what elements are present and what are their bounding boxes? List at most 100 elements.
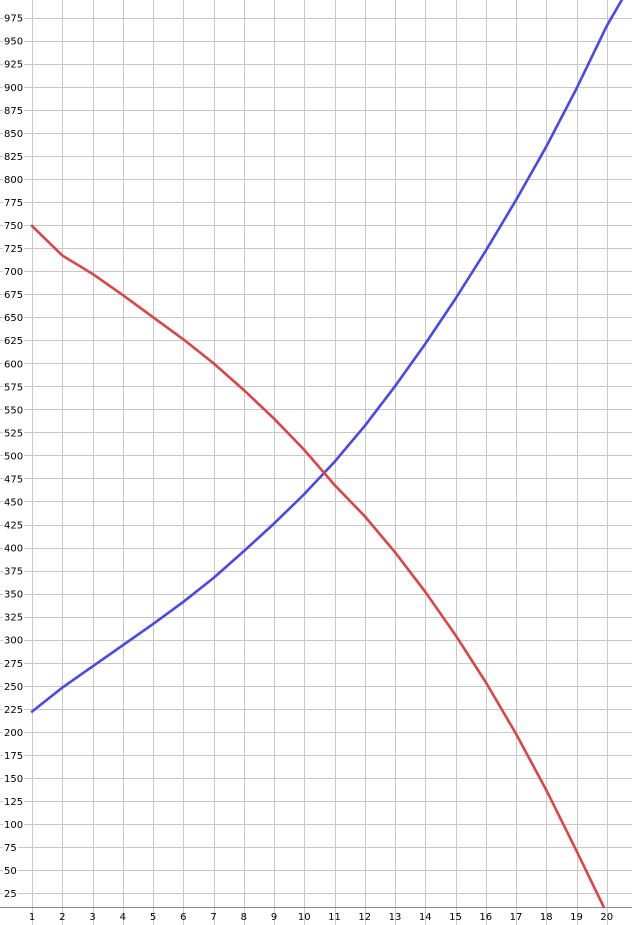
y-tick-label: 800: [4, 175, 23, 186]
x-tick-label: 9: [271, 912, 277, 923]
y-tick-label: 775: [4, 198, 23, 209]
y-tick-label: 275: [4, 659, 23, 670]
y-tick-label: 200: [4, 728, 23, 739]
y-tick-label-bg: [3, 57, 25, 69]
y-tick-label-bg: [3, 610, 25, 622]
y-tick-label: 750: [4, 221, 23, 232]
y-tick-label: 175: [4, 751, 23, 762]
y-tick-label: 925: [4, 60, 23, 71]
y-tick-label: 975: [4, 14, 23, 25]
x-tick-label: 5: [150, 912, 156, 923]
y-tick-label: 100: [4, 820, 23, 831]
tick-labels: 2550751001251501752002252502753003253503…: [3, 11, 613, 923]
x-tick-label: 13: [389, 912, 402, 923]
y-tick-label: 550: [4, 405, 23, 416]
x-tick-label: 16: [479, 912, 492, 923]
x-tick-label: 19: [570, 912, 583, 923]
y-tick-label-bg: [3, 334, 25, 346]
y-tick-label: 675: [4, 290, 23, 301]
y-tick-label-bg: [3, 495, 25, 507]
y-tick-label-bg: [3, 380, 25, 392]
y-tick-label: 850: [4, 129, 23, 140]
y-tick-label: 575: [4, 382, 23, 393]
y-tick-label: 50: [4, 866, 17, 877]
y-tick-label: 25: [4, 889, 17, 900]
y-tick-label-bg: [3, 34, 25, 46]
y-tick-label: 225: [4, 705, 23, 716]
series-line-2: [30, 224, 606, 909]
y-tick-label-bg: [3, 172, 25, 184]
y-tick-label-bg: [3, 288, 25, 300]
y-tick-label-bg: [3, 311, 25, 323]
y-tick-label-bg: [3, 564, 25, 576]
y-tick-label: 450: [4, 497, 23, 508]
x-tick-label: 10: [298, 912, 311, 923]
y-tick-label: 650: [4, 313, 23, 324]
y-tick-label-bg: [3, 795, 25, 807]
y-tick-label-bg: [3, 518, 25, 530]
x-tick-label: 20: [600, 912, 613, 923]
y-tick-label: 125: [4, 797, 23, 808]
y-tick-label-bg: [3, 426, 25, 438]
x-tick-label: 1: [29, 912, 35, 923]
y-tick-label-bg: [3, 149, 25, 161]
y-tick-label-bg: [3, 748, 25, 760]
y-tick-label-bg: [3, 219, 25, 231]
y-tick-label-bg: [3, 864, 18, 876]
x-tick-label: 4: [120, 912, 126, 923]
y-tick-label: 375: [4, 567, 23, 578]
y-tick-label-bg: [3, 633, 25, 645]
y-tick-label-bg: [3, 679, 25, 691]
y-tick-label-bg: [3, 449, 25, 461]
y-tick-label: 400: [4, 544, 23, 555]
y-tick-label: 475: [4, 474, 23, 485]
y-tick-label: 300: [4, 636, 23, 647]
y-tick-label-bg: [3, 587, 25, 599]
y-tick-label: 950: [4, 37, 23, 48]
y-tick-label-bg: [3, 472, 25, 484]
y-tick-label-bg: [3, 11, 25, 23]
y-tick-label: 425: [4, 521, 23, 532]
x-tick-label: 8: [241, 912, 247, 923]
x-tick-label: 18: [540, 912, 553, 923]
y-tick-label: 75: [4, 843, 17, 854]
y-tick-label: 625: [4, 336, 23, 347]
y-tick-label-bg: [3, 725, 25, 737]
y-tick-label: 600: [4, 359, 23, 370]
series-lines: [30, 0, 624, 909]
x-tick-label: 2: [59, 912, 65, 923]
y-tick-label-bg: [3, 818, 25, 830]
y-tick-label: 500: [4, 451, 23, 462]
series-line-1: [30, 0, 624, 713]
y-tick-label-bg: [3, 702, 25, 714]
y-tick-label: 825: [4, 152, 23, 163]
y-tick-label: 875: [4, 106, 23, 117]
y-tick-label: 725: [4, 244, 23, 255]
y-tick-label-bg: [3, 103, 25, 115]
x-tick-label: 14: [419, 912, 432, 923]
x-tick-label: 11: [328, 912, 341, 923]
y-tick-label-bg: [3, 771, 25, 783]
y-tick-label: 150: [4, 774, 23, 785]
y-tick-label-bg: [3, 80, 25, 92]
y-tick-label: 525: [4, 428, 23, 439]
x-tick-label: 15: [449, 912, 462, 923]
y-tick-label: 350: [4, 590, 23, 601]
y-tick-label: 900: [4, 83, 23, 94]
y-tick-label-bg: [3, 887, 18, 899]
y-tick-label-bg: [3, 195, 25, 207]
x-tick-label: 3: [89, 912, 95, 923]
y-tick-label-bg: [3, 841, 18, 853]
y-tick-label-bg: [3, 126, 25, 138]
y-tick-label-bg: [3, 242, 25, 254]
y-tick-label: 700: [4, 267, 23, 278]
y-tick-label-bg: [3, 403, 25, 415]
x-tick-label: 12: [358, 912, 371, 923]
y-tick-label: 250: [4, 682, 23, 693]
y-tick-label: 325: [4, 613, 23, 624]
x-tick-label: 7: [210, 912, 216, 923]
y-tick-label-bg: [3, 656, 25, 668]
x-tick-label: 17: [510, 912, 523, 923]
x-tick-label: 6: [180, 912, 186, 923]
